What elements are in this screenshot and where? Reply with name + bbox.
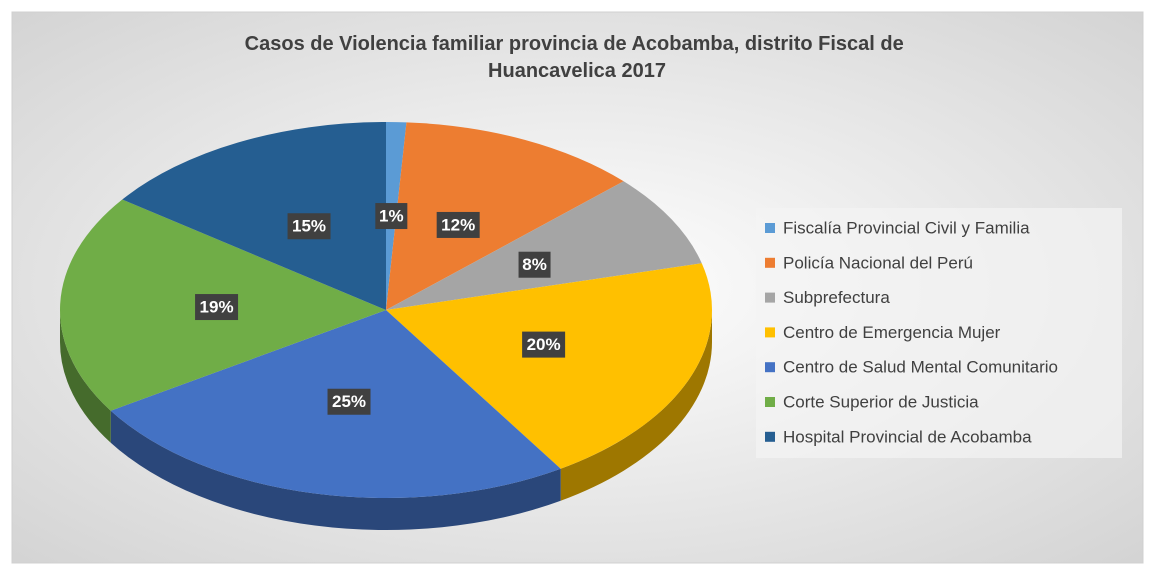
pie-slice	[386, 181, 702, 310]
legend-box	[756, 208, 1122, 458]
legend-label: Fiscalía Provincial Civil y Familia	[783, 218, 1030, 237]
legend-swatch	[765, 362, 775, 373]
legend-swatch	[765, 397, 775, 407]
legend-swatch	[765, 292, 775, 303]
data-label: 19%	[200, 298, 234, 317]
data-label: 15%	[292, 217, 326, 236]
pie-side	[110, 410, 561, 530]
legend-label: Policía Nacional del Perú	[783, 253, 973, 272]
legend-label: Hospital Provincial de Acobamba	[783, 427, 1032, 446]
label-box	[195, 294, 239, 321]
legend-swatch	[765, 223, 775, 233]
label-box	[375, 203, 408, 230]
legend: Fiscalía Provincial Civil y Familia Polic…	[765, 218, 1058, 446]
pie-sides	[60, 310, 712, 530]
pie-tops	[60, 122, 712, 498]
legend-swatch	[765, 327, 775, 338]
legend-swatch	[765, 431, 775, 442]
data-labels: 1% 12% 8% 20% 25% 19% 15%	[195, 203, 566, 415]
label-box	[287, 213, 331, 240]
legend-swatch	[765, 257, 775, 268]
pie-slice	[386, 122, 624, 310]
label-box	[436, 211, 480, 238]
label-box	[327, 388, 371, 415]
pie-slice	[386, 263, 712, 469]
pie-slice	[122, 122, 386, 310]
label-box	[518, 251, 551, 278]
data-label: 12%	[441, 215, 475, 234]
legend-label: Centro de Salud Mental Comunitario	[783, 358, 1058, 377]
title-line: Huancavelica 2017	[488, 60, 666, 82]
data-label: 20%	[527, 335, 561, 354]
legend-label: Centro de Emergencia Mujer	[783, 323, 1001, 342]
legend-label: Corte Superior de Justicia	[783, 392, 979, 411]
data-label: 8%	[522, 255, 547, 274]
data-label: 25%	[332, 392, 366, 411]
pie-side	[560, 310, 712, 501]
title-line: Casos de Violencia familiar provincia de…	[245, 33, 904, 55]
legend-label: Subprefectura	[783, 288, 890, 307]
pie-side	[60, 310, 111, 443]
chart-title: Casos de Violencia familiar provincia de…	[245, 33, 910, 82]
data-label: 1%	[379, 207, 404, 226]
label-box	[522, 331, 566, 358]
